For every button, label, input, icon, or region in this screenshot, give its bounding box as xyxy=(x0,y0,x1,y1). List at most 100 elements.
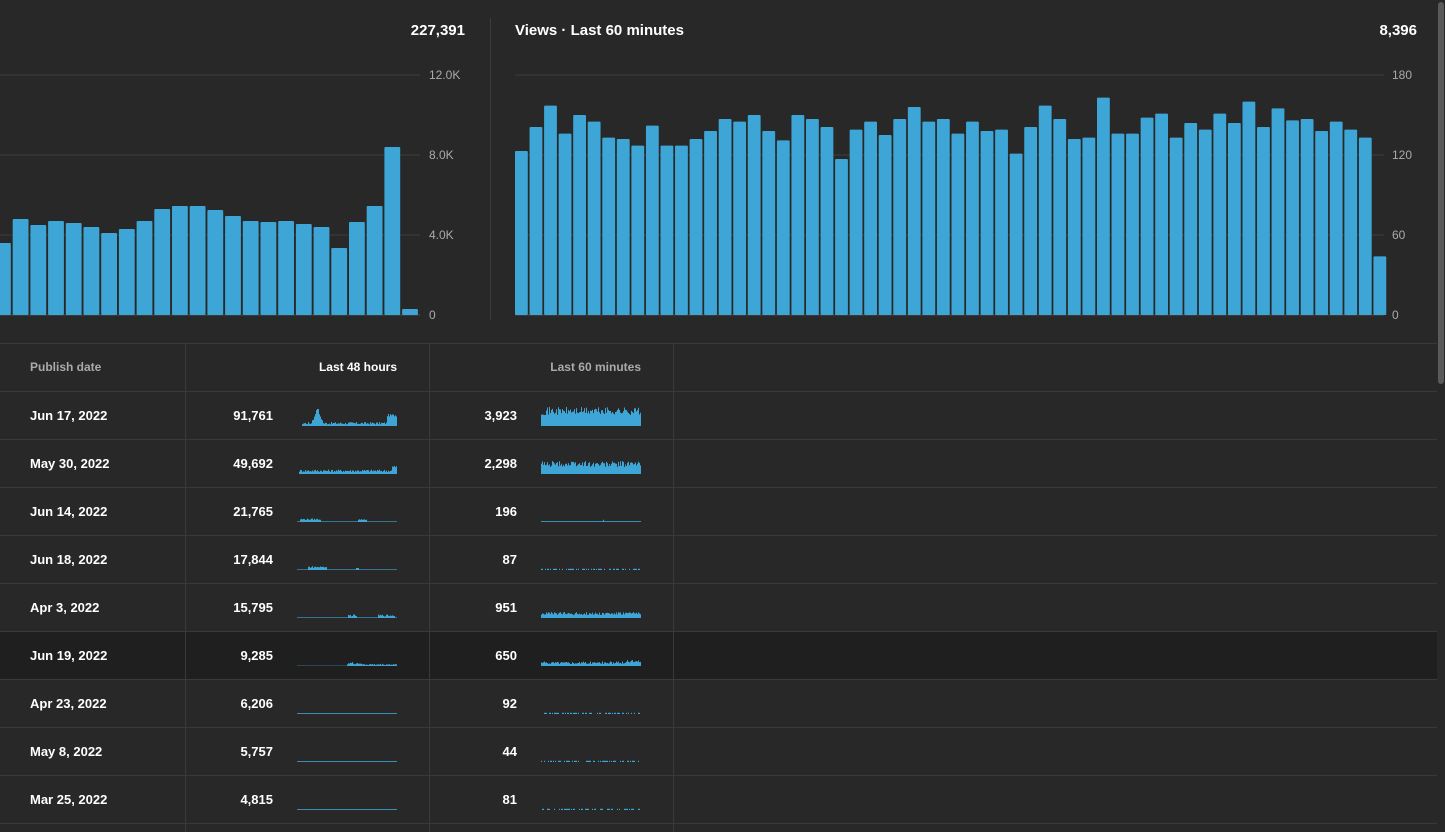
chart-bar[interactable] xyxy=(1024,127,1038,315)
table-row[interactable]: Jun 14, 2022 21,765 196 xyxy=(0,488,1437,536)
chart-bar[interactable] xyxy=(849,129,863,315)
chart-bar[interactable] xyxy=(1213,113,1227,316)
chart-bar[interactable] xyxy=(791,115,805,315)
chart-bar[interactable] xyxy=(1315,131,1329,315)
chart-bar[interactable] xyxy=(30,225,47,315)
scrollbar-thumb[interactable] xyxy=(1438,2,1444,384)
chart-bar[interactable] xyxy=(529,127,543,315)
chart-bar[interactable] xyxy=(260,222,277,315)
chart-bar[interactable] xyxy=(718,119,732,315)
chart-bar[interactable] xyxy=(295,224,312,315)
chart-bar[interactable] xyxy=(1198,129,1212,315)
sparkline-bar xyxy=(594,662,595,666)
chart-bar[interactable] xyxy=(733,121,747,316)
chart-bar[interactable] xyxy=(602,137,616,315)
chart-bar[interactable] xyxy=(349,222,365,315)
chart-bar[interactable] xyxy=(1358,137,1372,315)
chart-bar[interactable] xyxy=(1373,256,1387,315)
chart-bar[interactable] xyxy=(278,221,294,315)
chart-bar[interactable] xyxy=(1329,121,1343,316)
sparkline-bar xyxy=(555,712,556,714)
chart-bar[interactable] xyxy=(1169,137,1183,315)
chart-bar[interactable] xyxy=(402,309,418,315)
chart-bar[interactable] xyxy=(12,219,29,315)
chart-bar[interactable] xyxy=(65,223,82,315)
chart-bar[interactable] xyxy=(893,119,907,315)
chart-bar[interactable] xyxy=(1067,139,1081,315)
chart-bar[interactable] xyxy=(704,131,717,315)
chart-bar[interactable] xyxy=(762,131,776,315)
chart-bar[interactable] xyxy=(48,221,64,315)
chart-bar[interactable] xyxy=(675,145,688,315)
chart-bar[interactable] xyxy=(1184,123,1198,315)
chart-bar[interactable] xyxy=(384,147,401,315)
chart-bar[interactable] xyxy=(951,133,965,315)
chart-bar[interactable] xyxy=(207,210,224,315)
chart-bar[interactable] xyxy=(573,115,586,315)
chart-bar[interactable] xyxy=(189,206,206,315)
chart-bar[interactable] xyxy=(966,121,979,316)
chart-bar[interactable] xyxy=(1126,133,1139,315)
chart-bar[interactable] xyxy=(936,119,950,315)
chart-bar[interactable] xyxy=(864,121,877,316)
chart-bar[interactable] xyxy=(225,216,241,315)
chart-bar[interactable] xyxy=(118,229,135,315)
chart-bar[interactable] xyxy=(806,119,819,315)
table-row[interactable]: Apr 23, 2022 6,206 92 xyxy=(0,680,1437,728)
chart-bar[interactable] xyxy=(907,107,921,315)
chart-bar[interactable] xyxy=(1300,119,1314,315)
chart-bar[interactable] xyxy=(101,233,117,315)
header-publish-date[interactable]: Publish date xyxy=(30,360,102,374)
chart-bar[interactable] xyxy=(558,133,572,315)
chart-bar[interactable] xyxy=(1009,153,1023,315)
chart-bar[interactable] xyxy=(544,105,557,316)
chart-bar[interactable] xyxy=(1111,133,1125,315)
table-row[interactable]: May 30, 2022 49,692 2,298 xyxy=(0,440,1437,488)
chart-bar[interactable] xyxy=(995,129,1008,315)
chart-bar[interactable] xyxy=(747,115,761,315)
table-row[interactable]: Jun 17, 2022 91,761 3,923 xyxy=(0,392,1437,440)
chart-bar[interactable] xyxy=(1242,101,1256,316)
chart-bar[interactable] xyxy=(776,140,790,315)
chart-bar[interactable] xyxy=(1286,120,1299,315)
chart-bar[interactable] xyxy=(0,243,11,315)
chart-bar[interactable] xyxy=(172,206,188,315)
chart-bar[interactable] xyxy=(645,125,659,316)
chart-bar[interactable] xyxy=(1257,127,1270,315)
chart-bar[interactable] xyxy=(980,131,994,315)
chart-bar[interactable] xyxy=(1227,123,1241,315)
header-last-48-hours[interactable]: Last 48 hours xyxy=(318,360,397,374)
chart-bar[interactable] xyxy=(1082,137,1096,315)
chart-bar[interactable] xyxy=(1271,108,1285,315)
chart-bar[interactable] xyxy=(366,206,383,315)
chart-bar[interactable] xyxy=(820,127,834,315)
chart-bar[interactable] xyxy=(1344,129,1358,315)
chart-bar[interactable] xyxy=(1038,105,1052,316)
chart-bar[interactable] xyxy=(136,221,153,315)
table-row[interactable]: May 8, 2022 5,757 44 xyxy=(0,728,1437,776)
chart-bar[interactable] xyxy=(878,135,892,315)
chart-bar[interactable] xyxy=(1140,117,1154,316)
chart-bar[interactable] xyxy=(835,159,848,315)
chart-bar[interactable] xyxy=(83,227,100,315)
chart-bar[interactable] xyxy=(689,139,703,315)
chart-bar[interactable] xyxy=(660,145,674,315)
scrollbar[interactable] xyxy=(1437,0,1445,832)
header-last-60-minutes[interactable]: Last 60 minutes xyxy=(550,360,641,374)
chart-bar[interactable] xyxy=(331,248,348,315)
table-row[interactable]: Jun 19, 2022 9,285 650 xyxy=(0,632,1437,680)
chart-bar[interactable] xyxy=(515,151,528,315)
chart-bar[interactable] xyxy=(1053,119,1067,315)
chart-bar[interactable] xyxy=(313,227,330,315)
chart-bar[interactable] xyxy=(616,139,630,315)
table-row[interactable]: Apr 3, 2022 15,795 951 xyxy=(0,584,1437,632)
chart-bar[interactable] xyxy=(922,121,936,316)
table-row[interactable]: Mar 25, 2022 4,815 81 xyxy=(0,776,1437,824)
chart-bar[interactable] xyxy=(587,121,601,316)
table-row[interactable]: Jun 18, 2022 17,844 87 xyxy=(0,536,1437,584)
chart-bar[interactable] xyxy=(154,209,171,315)
chart-bar[interactable] xyxy=(242,221,259,315)
chart-bar[interactable] xyxy=(631,145,645,315)
chart-bar[interactable] xyxy=(1155,113,1168,316)
chart-bar[interactable] xyxy=(1097,97,1110,316)
